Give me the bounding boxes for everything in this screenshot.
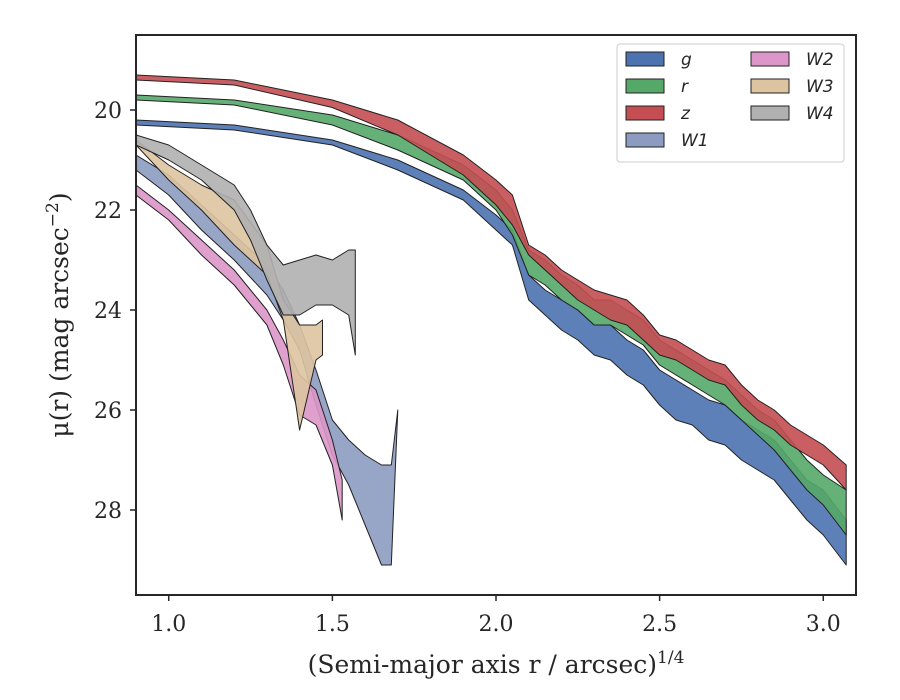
legend-label-w4: W4 (806, 104, 834, 124)
legend-label-w3: W3 (806, 77, 834, 97)
legend-label-w2: W2 (806, 50, 834, 70)
legend-swatch-w4 (750, 105, 790, 121)
legend-swatch-z (625, 105, 665, 121)
legend-swatch-w3 (750, 78, 790, 94)
y-axis-label: μ(r) (mag arcsec−2) (43, 192, 74, 437)
x-tick-label: 1.5 (315, 612, 350, 637)
legend-swatch-w2 (750, 51, 790, 67)
x-tick-label: 2.5 (642, 612, 677, 637)
y-axis-label-close: ) (45, 192, 74, 202)
x-axis: 1.0 1.5 2.0 2.5 3.0 (151, 595, 841, 637)
x-tick-label: 3.0 (806, 612, 841, 637)
band-w4 (136, 134, 356, 356)
legend-label-z: z (680, 104, 691, 124)
legend-swatch-w1 (625, 132, 665, 148)
x-axis-label: (Semi-major axis r / arcsec)1/4 (308, 648, 685, 679)
x-tick-label: 2.0 (479, 612, 514, 637)
legend-label-r: r (681, 77, 689, 97)
bands-layer (136, 74, 847, 566)
y-axis: 20 22 24 26 28 (94, 99, 136, 524)
legend-swatch-g (625, 51, 665, 67)
y-tick-label: 24 (94, 299, 122, 324)
legend-label-g: g (681, 50, 692, 70)
legend-swatch-r (625, 78, 665, 94)
x-axis-label-exponent: 1/4 (657, 648, 684, 668)
band-w2 (136, 184, 343, 521)
y-tick-label: 26 (94, 399, 122, 424)
y-axis-label-exponent: −2 (43, 202, 63, 227)
y-tick-label: 28 (94, 499, 122, 524)
band-z (136, 74, 847, 491)
legend-label-w1: W1 (681, 131, 709, 151)
x-tick-label: 1.0 (151, 612, 186, 637)
legend: grz W1 W2 W3 W4 (616, 43, 845, 163)
y-tick-label: 22 (94, 199, 122, 224)
legend-frame (616, 43, 845, 163)
y-tick-label: 20 (94, 99, 122, 124)
